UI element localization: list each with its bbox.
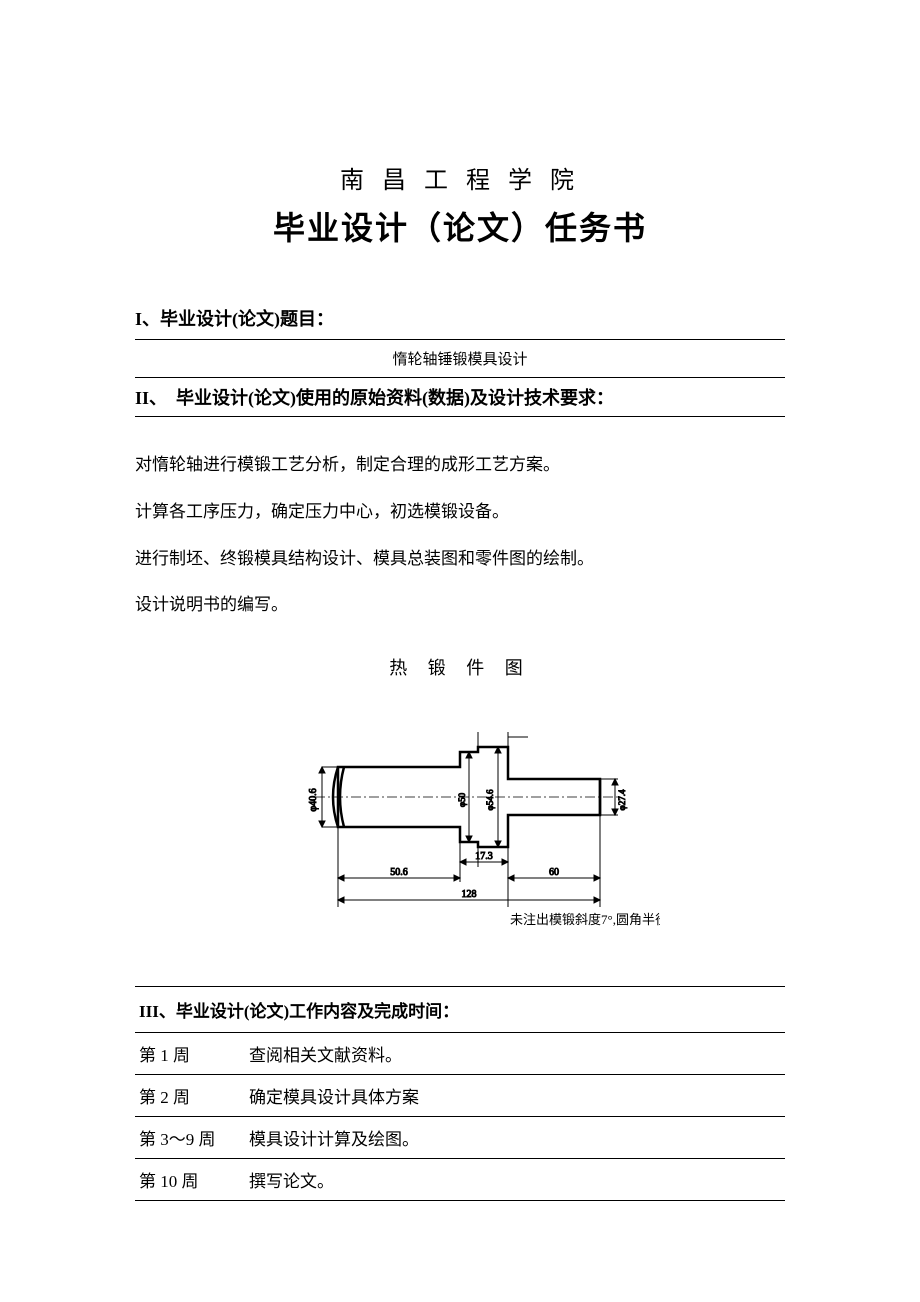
week-cell: 第 10 周 bbox=[135, 1159, 245, 1201]
requirement-line: 对惰轮轴进行模锻工艺分析，制定合理的成形工艺方案。 bbox=[135, 445, 785, 486]
task-cell: 确定模具设计具体方案 bbox=[245, 1075, 785, 1117]
dim-l1: 50.6 bbox=[390, 867, 408, 878]
section-1-heading: I、毕业设计(论文)题目： bbox=[135, 299, 785, 337]
dim-d1: φ40.6 bbox=[308, 789, 319, 812]
dim-d4: φ27.4 bbox=[617, 789, 627, 810]
document-title: 毕业设计（论文）任务书 bbox=[135, 203, 785, 249]
task-cell: 撰写论文。 bbox=[245, 1159, 785, 1201]
table-row: 第 3～9 周 模具设计计算及绘图。 bbox=[135, 1117, 785, 1159]
week-cell: 第 1 周 bbox=[135, 1033, 245, 1075]
drawing-note: 未注出模锻斜度7°,圆角半径R2。 bbox=[510, 912, 660, 927]
drawing-caption: 热 锻 件 图 bbox=[135, 654, 785, 680]
engineering-drawing: φ40.6 φ50 φ54.6 φ27. bbox=[135, 692, 785, 942]
thesis-title: 惰轮轴锤锻模具设计 bbox=[135, 340, 785, 377]
dim-l3: 60 bbox=[549, 867, 559, 878]
task-cell: 模具设计计算及绘图。 bbox=[245, 1117, 785, 1159]
table-row: 第 1 周 查阅相关文献资料。 bbox=[135, 1033, 785, 1075]
shaft-drawing-svg: φ40.6 φ50 φ54.6 φ27. bbox=[260, 692, 660, 942]
section-3-heading-row: III、毕业设计(论文)工作内容及完成时间： bbox=[135, 987, 785, 1033]
dim-l2: 17.3 bbox=[475, 851, 493, 862]
week-cell: 第 3～9 周 bbox=[135, 1117, 245, 1159]
dim-d3: φ54.6 bbox=[485, 789, 495, 810]
task-cell: 查阅相关文献资料。 bbox=[245, 1033, 785, 1075]
requirement-line: 设计说明书的编写。 bbox=[135, 585, 785, 626]
table-row: 第 2 周 确定模具设计具体方案 bbox=[135, 1075, 785, 1117]
schedule-table: III、毕业设计(论文)工作内容及完成时间： 第 1 周 查阅相关文献资料。 第… bbox=[135, 986, 785, 1201]
section-2-heading: II、 毕业设计(论文)使用的原始资料(数据)及设计技术要求： bbox=[135, 378, 785, 416]
dim-d2: φ50 bbox=[457, 793, 467, 808]
requirements-body: 对惰轮轴进行模锻工艺分析，制定合理的成形工艺方案。 计算各工序压力，确定压力中心… bbox=[135, 445, 785, 626]
dim-l4: 128 bbox=[462, 889, 477, 900]
requirement-line: 计算各工序压力，确定压力中心，初选模锻设备。 bbox=[135, 492, 785, 533]
table-row: 第 10 周 撰写论文。 bbox=[135, 1159, 785, 1201]
thesis-title-row: 惰轮轴锤锻模具设计 bbox=[135, 340, 785, 378]
section-1-heading-row: I、毕业设计(论文)题目： bbox=[135, 299, 785, 340]
section-2-heading-row: II、 毕业设计(论文)使用的原始资料(数据)及设计技术要求： bbox=[135, 378, 785, 417]
week-cell: 第 2 周 bbox=[135, 1075, 245, 1117]
requirement-line: 进行制坯、终锻模具结构设计、模具总装图和零件图的绘制。 bbox=[135, 539, 785, 580]
section-3-heading: III、毕业设计(论文)工作内容及完成时间： bbox=[135, 987, 785, 1033]
institution-name: 南 昌 工 程 学 院 bbox=[135, 160, 785, 195]
